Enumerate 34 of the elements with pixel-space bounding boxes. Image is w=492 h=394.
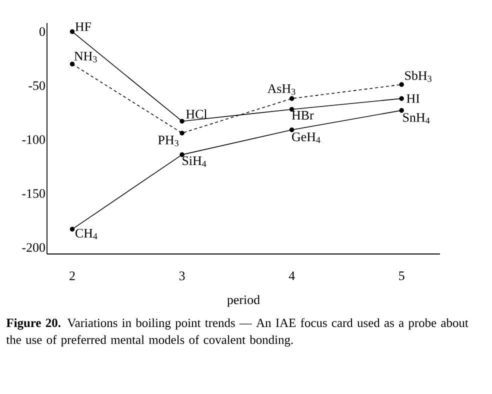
point xyxy=(289,127,294,132)
annotation: HI xyxy=(406,94,420,103)
annotation: PH$_{3}$ xyxy=(158,136,178,146)
text: Figure 20. Variations in boiling point trends — An IAE focus card used as a probe about the use of preferred mental models of covalent bonding. xyxy=(6,318,468,347)
point xyxy=(180,130,184,136)
point xyxy=(399,82,404,87)
y-tick-label: -100 xyxy=(22,135,45,144)
point xyxy=(70,29,75,34)
point xyxy=(289,106,294,112)
point xyxy=(70,62,75,66)
point xyxy=(399,96,404,101)
x-tick-label: 4 xyxy=(288,272,295,280)
y-tick-label: -150 xyxy=(22,189,45,198)
y-tick-label: 0 xyxy=(40,27,45,36)
point xyxy=(289,96,294,101)
annotation: HBr xyxy=(292,111,314,120)
annotation: SbH$_{3}$ xyxy=(405,70,432,82)
x-tick-label: 5 xyxy=(399,272,404,280)
annotation: GeH$_{4}$ xyxy=(292,132,320,143)
annotation: HF xyxy=(75,22,92,31)
point xyxy=(70,226,75,232)
annotation: AsH$_{3}$ xyxy=(267,84,296,95)
annotation: SnH$_{4}$ xyxy=(403,113,430,124)
annotation: SiH$_{4}$ xyxy=(182,156,206,167)
annotation: CH$_{4}$ xyxy=(75,228,98,240)
x-axis-title: period xyxy=(227,295,260,307)
y-tick-label: -200 xyxy=(22,243,45,252)
y-tick-label: -50 xyxy=(28,81,45,90)
point xyxy=(399,108,404,113)
point xyxy=(180,118,184,124)
x-tick-label: 2 xyxy=(70,272,75,280)
x-tick-label: 3 xyxy=(179,272,185,280)
annotation: HCl xyxy=(186,109,208,119)
annotation: NH$_{3}$ xyxy=(74,52,97,62)
